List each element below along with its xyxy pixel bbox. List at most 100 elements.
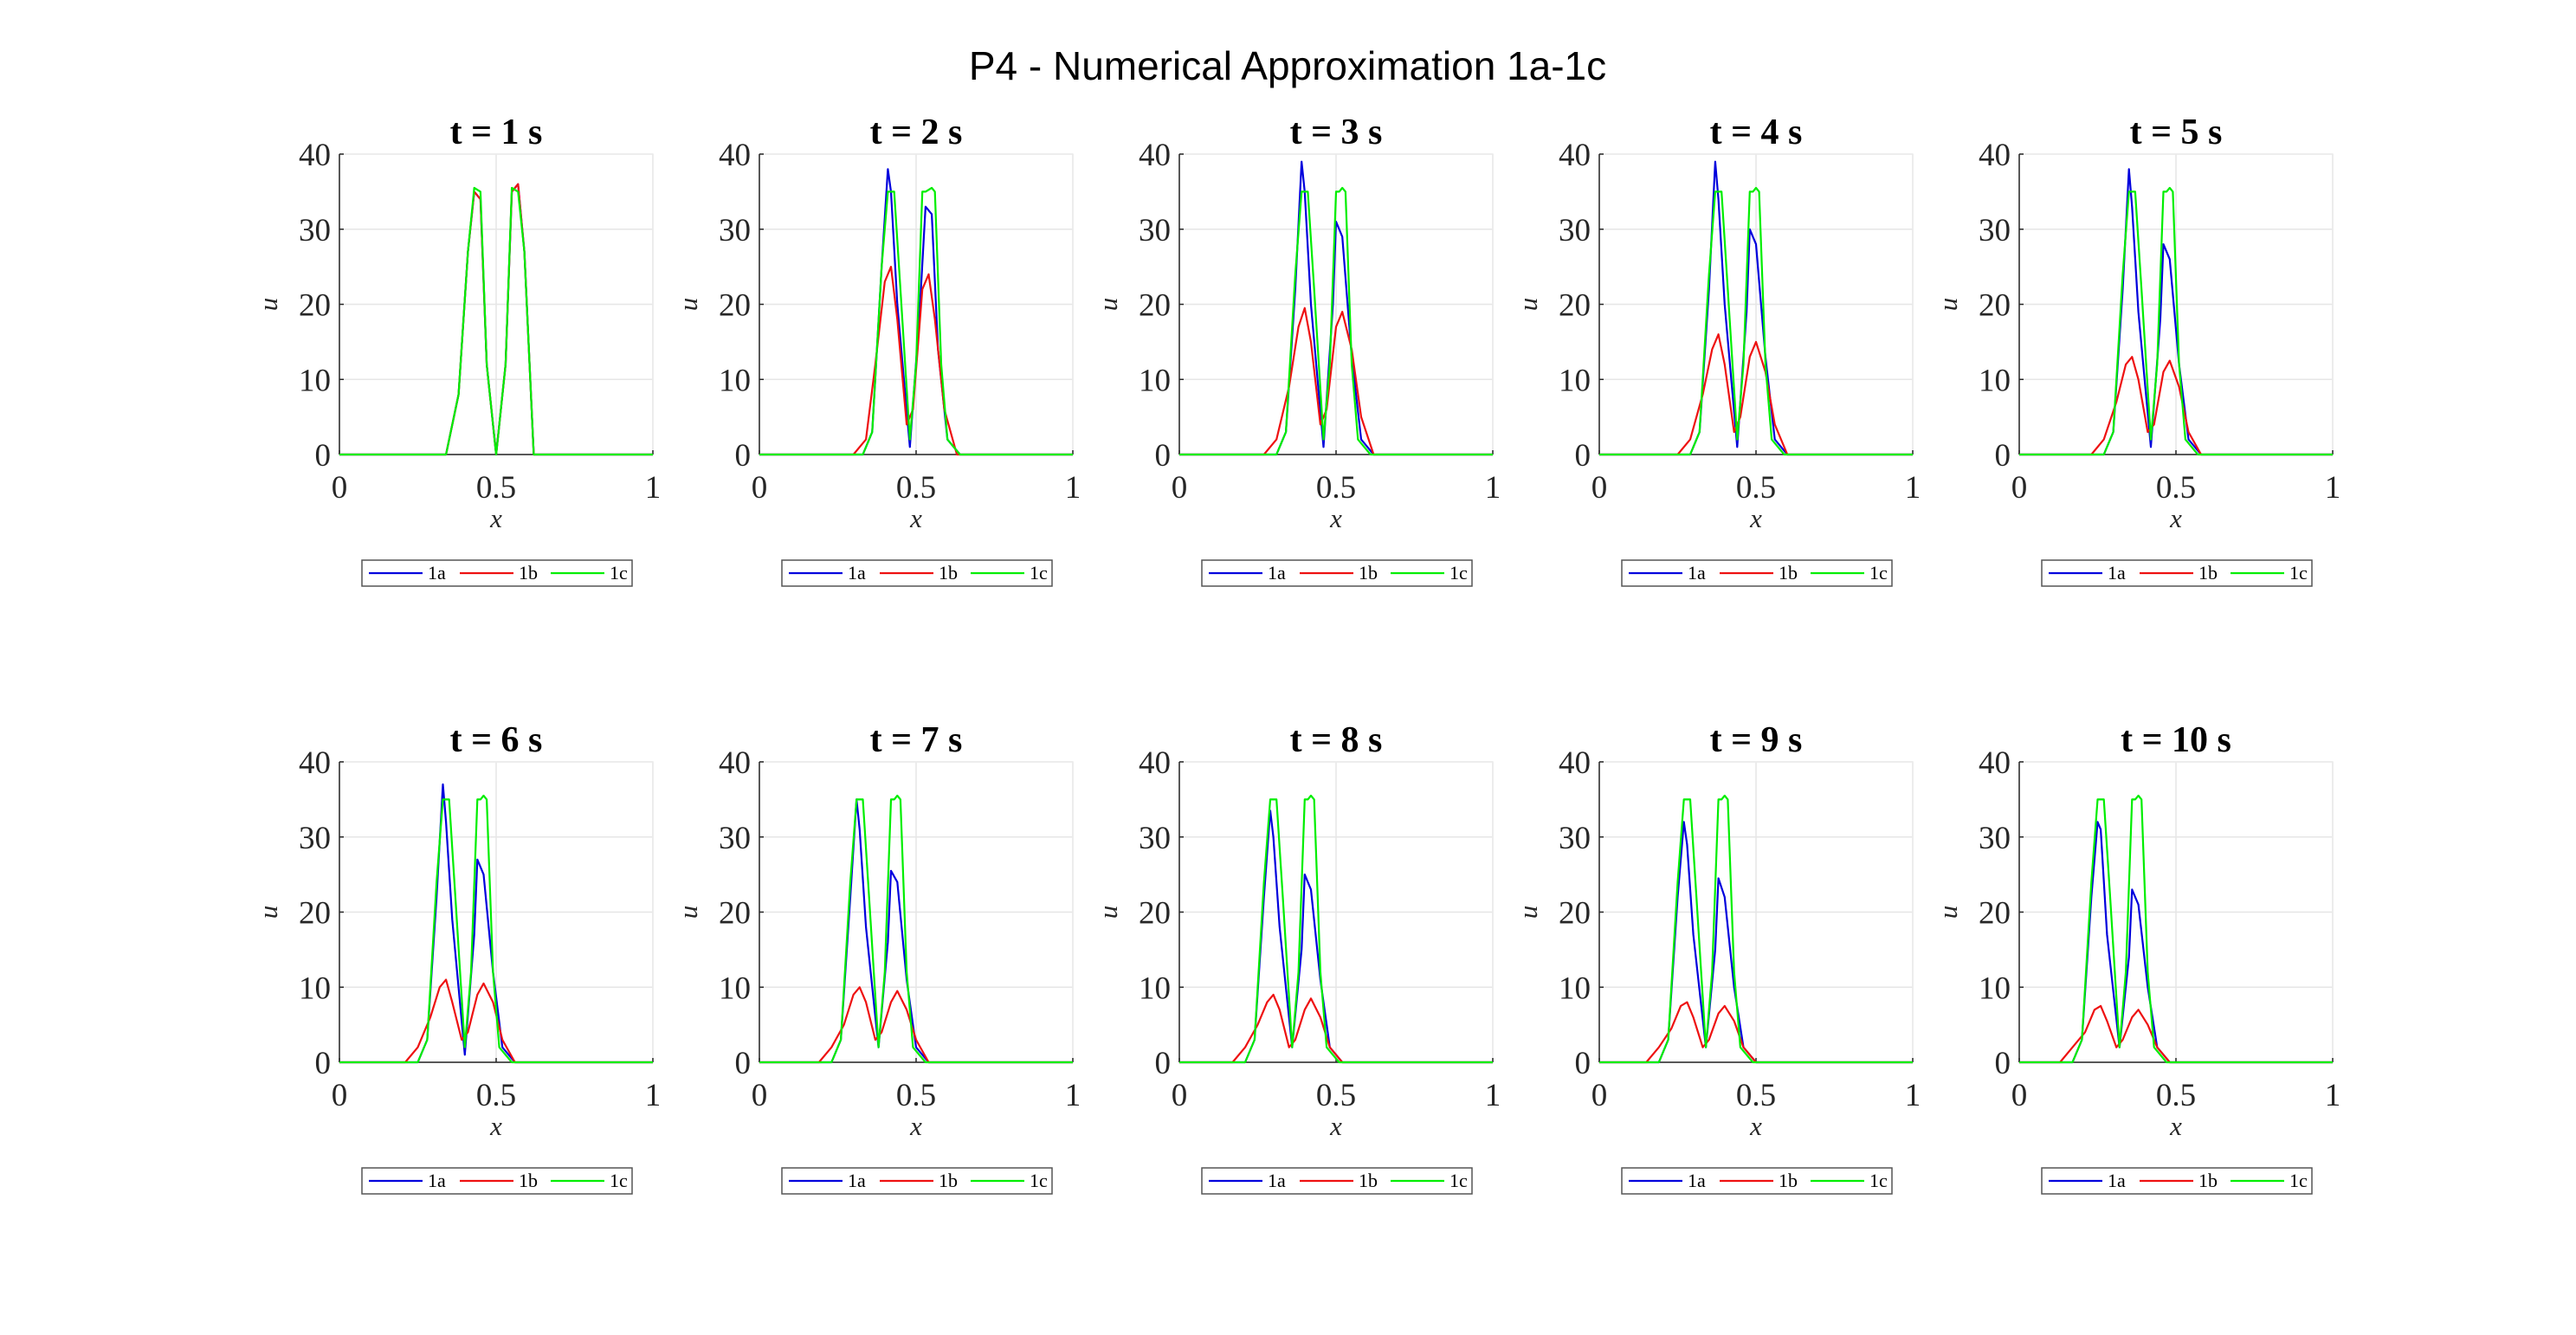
legend-label: 1a <box>848 1170 866 1191</box>
y-tick-label: 10 <box>719 971 751 1006</box>
series-line-1c <box>759 794 1073 1064</box>
series-line-1b <box>759 266 1073 456</box>
y-tick-label: 0 <box>1995 1046 2011 1081</box>
x-tick-label: 0 <box>752 470 768 506</box>
series-line-1b <box>2019 356 2333 456</box>
series-line-1c <box>1599 186 1913 456</box>
series-line-1c <box>1179 794 1493 1064</box>
series-line-1c <box>339 186 653 456</box>
y-tick-label: 30 <box>1139 821 1171 856</box>
y-axis-label: u <box>673 906 703 919</box>
legend: 1a 1b 1c <box>781 559 1053 587</box>
x-tick-label: 0 <box>1172 470 1188 506</box>
y-axis-label: u <box>1093 298 1123 312</box>
y-axis-label: u <box>1513 906 1543 919</box>
y-tick-label: 10 <box>1559 971 1591 1006</box>
y-tick-label: 10 <box>1979 363 2011 398</box>
series-line-1b <box>759 986 1073 1064</box>
x-tick-label: 0.5 <box>896 1078 936 1113</box>
y-tick-label: 40 <box>719 745 751 781</box>
y-tick-label: 30 <box>1559 213 1591 248</box>
x-tick-label: 0 <box>332 1078 348 1113</box>
series-line-1c <box>1599 794 1913 1064</box>
legend-label: 1c <box>1869 562 1888 584</box>
legend-label: 1a <box>1688 1170 1706 1191</box>
y-tick-label: 20 <box>1139 896 1171 932</box>
legend: 1a 1b 1c <box>1201 559 1473 587</box>
y-tick-label: 0 <box>1155 1046 1172 1081</box>
y-tick-label: 20 <box>299 288 331 324</box>
y-axis-label: u <box>1933 298 1963 312</box>
y-tick-label: 40 <box>1139 138 1171 173</box>
x-tick-label: 1 <box>1485 1078 1501 1113</box>
x-axis-label: x <box>1749 503 1762 533</box>
subplot-title: t = 3 s <box>1290 113 1383 152</box>
legend-label: 1a <box>428 562 446 584</box>
y-tick-label: 20 <box>1139 288 1171 324</box>
x-axis-label: x <box>1329 503 1342 533</box>
legend-label: 1b <box>1359 1170 1378 1191</box>
x-tick-label: 0 <box>1591 470 1608 506</box>
subplot-title: t = 7 s <box>870 720 963 760</box>
legend-label: 1b <box>1779 562 1798 584</box>
y-tick-label: 30 <box>719 821 751 856</box>
x-axis-label: x <box>909 1111 922 1141</box>
y-tick-label: 0 <box>1995 438 2011 474</box>
subplot-title: t = 1 s <box>450 113 543 152</box>
x-tick-label: 1 <box>2325 470 2341 506</box>
x-tick-label: 1 <box>1905 470 1921 506</box>
y-axis-label: u <box>253 906 283 919</box>
y-axis-label: u <box>1513 298 1543 312</box>
legend-label: 1c <box>1449 1170 1468 1191</box>
y-tick-label: 40 <box>1559 138 1591 173</box>
legend: 1a 1b 1c <box>1621 559 1893 587</box>
subplot-title: t = 8 s <box>1290 720 1383 760</box>
y-tick-label: 0 <box>735 438 752 474</box>
x-tick-label: 0 <box>1172 1078 1188 1113</box>
y-tick-label: 40 <box>299 138 331 173</box>
legend-label: 1c <box>610 562 628 584</box>
legend-label: 1c <box>610 1170 628 1191</box>
series-line-1b <box>1179 306 1493 456</box>
y-axis-label: u <box>673 298 703 312</box>
y-tick-label: 0 <box>1155 438 1172 474</box>
legend: 1a 1b 1c <box>781 1167 1053 1195</box>
x-tick-label: 1 <box>645 470 662 506</box>
y-tick-label: 20 <box>299 896 331 932</box>
y-tick-label: 10 <box>1979 971 2011 1006</box>
x-tick-label: 1 <box>1065 1078 1081 1113</box>
legend: 1a 1b 1c <box>361 559 633 587</box>
subplot-title: t = 5 s <box>2130 113 2223 152</box>
legend: 1a 1b 1c <box>1621 1167 1893 1195</box>
subplot-title: t = 4 s <box>1710 113 1803 152</box>
legend-label: 1c <box>1449 562 1468 584</box>
legend-label: 1a <box>428 1170 446 1191</box>
series-line-1c <box>2019 186 2333 456</box>
legend-label: 1b <box>519 562 538 584</box>
legend-label: 1a <box>1268 1170 1286 1191</box>
x-tick-label: 1 <box>2325 1078 2341 1113</box>
y-tick-label: 30 <box>1979 821 2011 856</box>
y-tick-label: 10 <box>299 363 331 398</box>
x-tick-label: 0 <box>752 1078 768 1113</box>
legend-label: 1b <box>2198 562 2218 584</box>
x-tick-label: 0 <box>2011 1078 2028 1113</box>
legend-label: 1b <box>939 1170 958 1191</box>
x-tick-label: 0.5 <box>1316 470 1356 506</box>
legend-label: 1c <box>1030 1170 1048 1191</box>
y-tick-label: 10 <box>719 363 751 398</box>
series-line-1b <box>339 978 653 1064</box>
x-tick-label: 1 <box>1485 470 1501 506</box>
subplot-title: t = 6 s <box>450 720 543 760</box>
y-tick-label: 20 <box>1979 896 2011 932</box>
subplot-title: t = 2 s <box>870 113 963 152</box>
x-tick-label: 1 <box>1065 470 1081 506</box>
legend-label: 1c <box>2289 1170 2308 1191</box>
y-axis-label: u <box>1933 906 1963 919</box>
